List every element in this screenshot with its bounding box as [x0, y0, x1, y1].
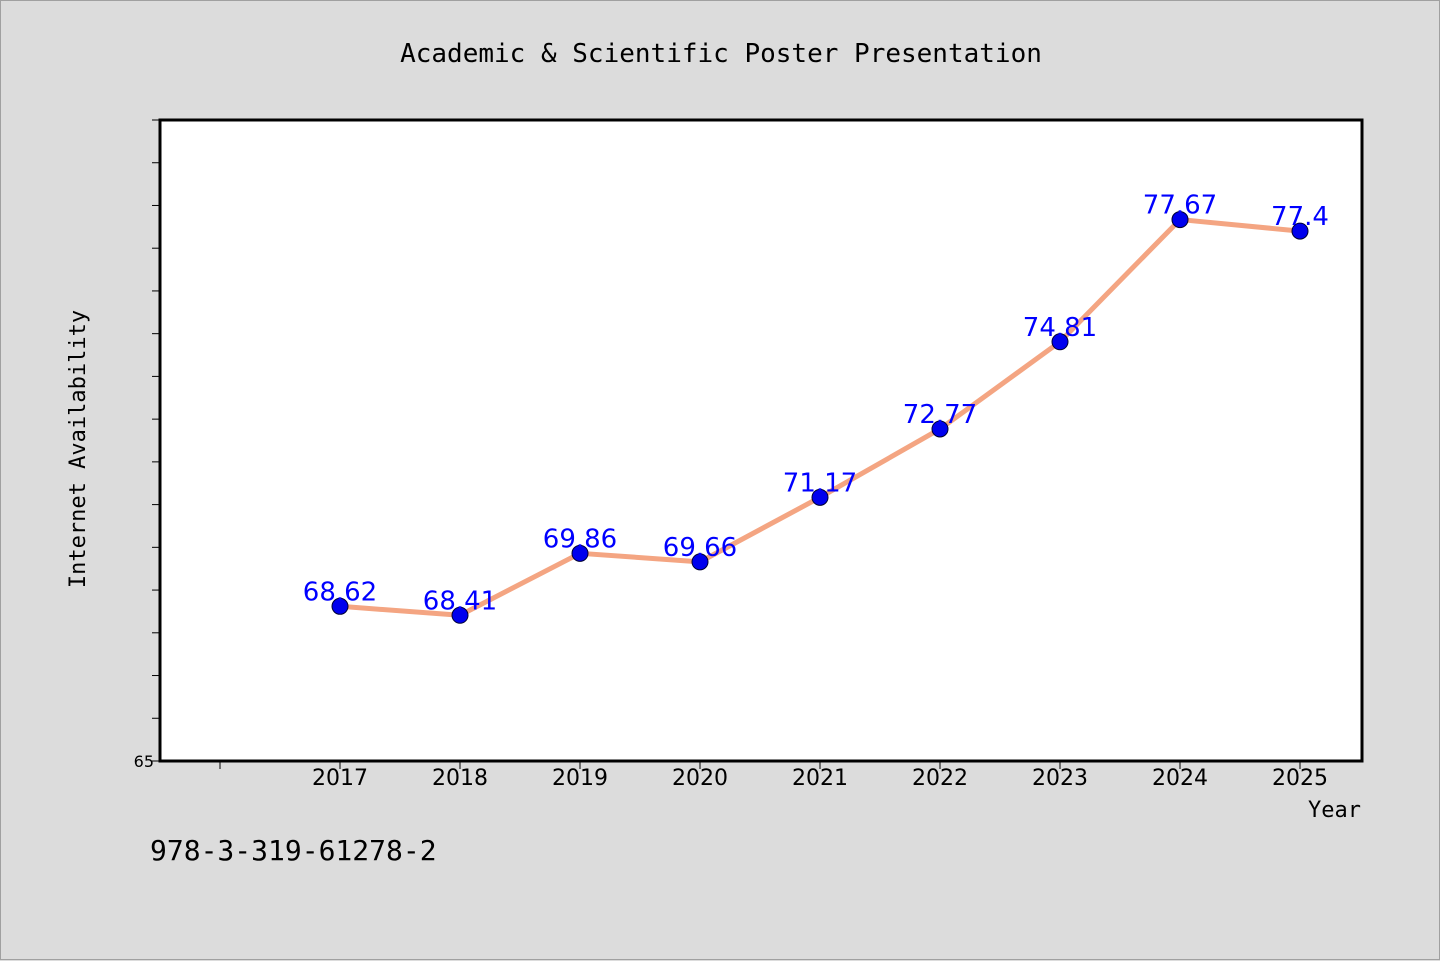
plot-area [158, 118, 1364, 763]
data-point [1171, 211, 1189, 229]
data-point [931, 420, 949, 438]
data-labels-group: 68.62 68.41 69.86 69.66 71.17 72.77 74.81 77.67… [303, 191, 1329, 617]
chart-title: Academic & Scientific Poster Presentatio… [400, 39, 1042, 69]
data-point [1051, 333, 1069, 351]
data-point [691, 553, 709, 571]
data-point [571, 544, 589, 562]
y-axis-label: Internet Availability [66, 310, 91, 588]
x-tick-label: 2025 [1272, 766, 1328, 791]
data-label: 69.86 [543, 524, 617, 554]
data-label: 77.67 [1143, 191, 1217, 221]
x-tick-label: 2023 [1032, 766, 1088, 791]
data-point [451, 606, 469, 624]
y-axis-ticks: 65 [134, 119, 160, 771]
data-point [331, 597, 349, 615]
x-tick-label: 2021 [792, 766, 848, 791]
y-tick-label: 65 [134, 752, 154, 771]
x-tick-label: 2020 [672, 766, 728, 791]
isbn-text: 978-3-319-61278-2 [150, 834, 437, 867]
x-tick-label: 2018 [432, 766, 488, 791]
data-label: 74.81 [1023, 313, 1097, 343]
x-tick-label: 2017 [312, 766, 368, 791]
data-label: 68.41 [423, 586, 497, 616]
x-axis-ticks: 2017 2018 2019 2020 2021 2022 2023 2024 2025 [219, 761, 1328, 791]
data-label: 68.62 [303, 577, 377, 607]
data-label: 69.66 [663, 533, 737, 563]
x-tick-label: 2024 [1152, 766, 1208, 791]
data-label: 77.4 [1271, 202, 1329, 232]
data-label: 72.77 [903, 400, 977, 430]
x-tick-label: 2022 [912, 766, 968, 791]
data-point [1291, 222, 1309, 240]
data-point [811, 488, 829, 506]
series-line-group [331, 211, 1309, 624]
data-label: 71.17 [783, 468, 857, 498]
x-tick-label: 2019 [552, 766, 608, 791]
x-axis-label: Year [1308, 798, 1361, 823]
